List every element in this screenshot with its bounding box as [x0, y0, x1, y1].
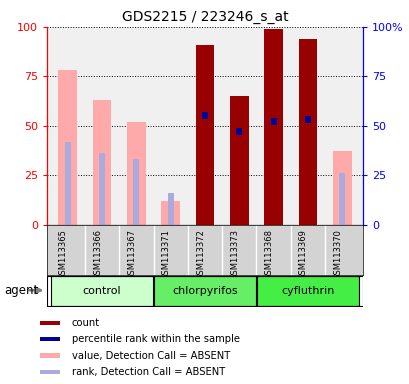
Text: GSM113373: GSM113373 — [230, 228, 239, 280]
Bar — [161, 201, 180, 225]
Bar — [40, 321, 61, 324]
Text: GSM113371: GSM113371 — [161, 228, 170, 280]
Bar — [40, 370, 61, 374]
Text: control: control — [83, 286, 121, 296]
Bar — [40, 337, 61, 341]
Bar — [167, 193, 173, 225]
Text: GSM113365: GSM113365 — [58, 228, 67, 280]
Text: cyfluthrin: cyfluthrin — [281, 286, 334, 296]
Bar — [40, 354, 61, 358]
Bar — [65, 142, 71, 225]
Bar — [263, 29, 282, 225]
Bar — [99, 154, 105, 225]
Text: value, Detection Call = ABSENT: value, Detection Call = ABSENT — [71, 351, 229, 361]
Text: GSM113367: GSM113367 — [127, 228, 136, 280]
Bar — [256, 276, 358, 306]
Bar — [332, 151, 351, 225]
Text: chlorpyrifos: chlorpyrifos — [172, 286, 237, 296]
Text: GSM113368: GSM113368 — [264, 228, 273, 280]
Text: GDS2215 / 223246_s_at: GDS2215 / 223246_s_at — [121, 10, 288, 23]
Bar — [195, 45, 214, 225]
Bar — [304, 116, 310, 123]
Text: percentile rank within the sample: percentile rank within the sample — [71, 334, 239, 344]
Bar — [338, 173, 344, 225]
Bar — [201, 113, 208, 119]
Bar — [154, 276, 255, 306]
Bar — [127, 122, 146, 225]
Text: GSM113370: GSM113370 — [333, 228, 342, 280]
Text: GSM113372: GSM113372 — [196, 228, 204, 280]
Bar — [51, 276, 153, 306]
Bar — [236, 128, 242, 135]
Bar — [133, 159, 139, 225]
Bar — [229, 96, 248, 225]
Bar — [270, 118, 276, 125]
Bar — [92, 100, 111, 225]
Text: agent: agent — [4, 284, 38, 297]
Bar — [298, 39, 317, 225]
Bar — [58, 70, 77, 225]
Text: rank, Detection Call = ABSENT: rank, Detection Call = ABSENT — [71, 367, 224, 377]
Text: GSM113366: GSM113366 — [93, 228, 102, 280]
Text: count: count — [71, 318, 99, 328]
Text: GSM113369: GSM113369 — [298, 228, 307, 280]
